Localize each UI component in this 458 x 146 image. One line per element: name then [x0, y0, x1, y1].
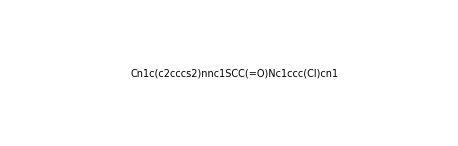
Text: Cn1c(c2cccs2)nnc1SCC(=O)Nc1ccc(Cl)cn1: Cn1c(c2cccs2)nnc1SCC(=O)Nc1ccc(Cl)cn1 [131, 69, 339, 79]
